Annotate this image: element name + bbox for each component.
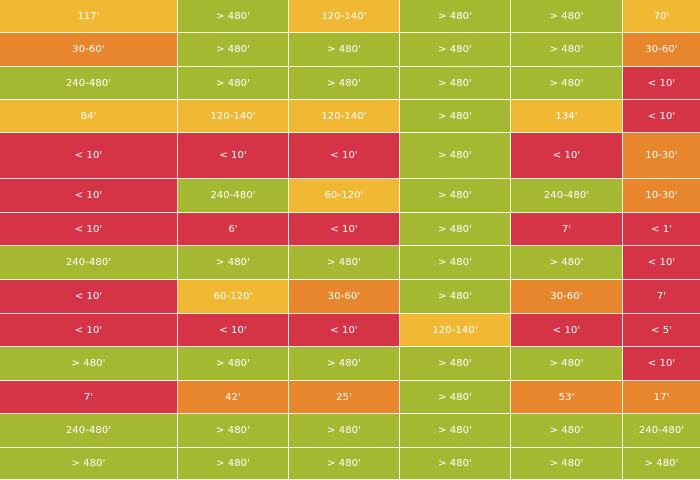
table-cell: 240-480'	[178, 179, 289, 213]
table-cell: 30-60'	[511, 280, 623, 314]
table-cell: 60-120'	[178, 280, 289, 314]
table-cell: 60-120'	[289, 179, 400, 213]
table-cell: < 10'	[511, 314, 623, 347]
table-cell: 240-480'	[0, 246, 178, 280]
table-cell: < 1'	[623, 213, 700, 246]
table-cell: > 480'	[289, 67, 400, 100]
table-cell: > 480'	[511, 448, 623, 480]
table-cell: 134'	[511, 100, 623, 133]
table-cell: > 480'	[511, 0, 623, 33]
table-cell: 42'	[178, 381, 289, 414]
table-cell: < 10'	[623, 100, 700, 133]
table-cell: > 480'	[400, 0, 511, 33]
table-cell: 117'	[0, 0, 178, 33]
table-cell: > 480'	[178, 347, 289, 381]
table-cell: < 10'	[0, 133, 178, 179]
table-row: < 10' < 10' < 10' 120-140' < 10' < 5'	[0, 314, 700, 347]
table-cell: > 480'	[400, 133, 511, 179]
table-cell: < 10'	[289, 133, 400, 179]
table-row: 240-480' > 480' > 480' > 480' > 480' < 10'	[0, 246, 700, 280]
table-cell: 240-480'	[623, 414, 700, 448]
table-cell: 70'	[623, 0, 700, 33]
table-cell: < 10'	[623, 347, 700, 381]
table-cell: 7'	[0, 381, 178, 414]
table-row: 240-480' > 480' > 480' > 480' > 480' 240-480'	[0, 414, 700, 448]
table-cell: < 10'	[289, 314, 400, 347]
table-cell: > 480'	[400, 280, 511, 314]
table-cell: 120-140'	[178, 100, 289, 133]
table-cell: > 480'	[289, 347, 400, 381]
table-cell: > 480'	[289, 246, 400, 280]
table-cell: < 10'	[623, 246, 700, 280]
table-cell: < 5'	[623, 314, 700, 347]
table-cell: < 10'	[511, 133, 623, 179]
table-row: 117' > 480' 120-140' > 480' > 480' 70'	[0, 0, 700, 33]
table-cell: > 480'	[511, 414, 623, 448]
table-cell: 10-30'	[623, 179, 700, 213]
table-cell: 6'	[178, 213, 289, 246]
table-cell: > 480'	[400, 179, 511, 213]
table-cell: < 10'	[0, 314, 178, 347]
table-cell: > 480'	[289, 448, 400, 480]
table-cell: 25'	[289, 381, 400, 414]
table-row: < 10' 60-120' 30-60' > 480' 30-60' 7'	[0, 280, 700, 314]
table-row: 240-480' > 480' > 480' > 480' > 480' < 10'	[0, 67, 700, 100]
table-cell: 120-140'	[289, 0, 400, 33]
table-cell: > 480'	[178, 414, 289, 448]
table-cell: < 10'	[623, 67, 700, 100]
table-cell: 30-60'	[623, 33, 700, 67]
table-row: < 10' < 10' < 10' > 480' < 10' 10-30'	[0, 133, 700, 179]
table-cell: < 10'	[178, 133, 289, 179]
table-cell: 30-60'	[289, 280, 400, 314]
table-row: < 10' 240-480' 60-120' > 480' 240-480' 10-30'	[0, 179, 700, 213]
table-cell: > 480'	[511, 347, 623, 381]
table-cell: > 480'	[0, 448, 178, 480]
table-cell: > 480'	[400, 414, 511, 448]
table-cell: > 480'	[400, 448, 511, 480]
table-cell: > 480'	[511, 246, 623, 280]
table-cell: > 480'	[178, 0, 289, 33]
table-cell: > 480'	[178, 246, 289, 280]
table-cell: 7'	[623, 280, 700, 314]
table-cell: 240-480'	[0, 67, 178, 100]
table-cell: > 480'	[289, 33, 400, 67]
table-cell: > 480'	[178, 448, 289, 480]
table-cell: > 480'	[0, 347, 178, 381]
table-cell: < 10'	[289, 213, 400, 246]
table-cell: 17'	[623, 381, 700, 414]
table-cell: 30-60'	[0, 33, 178, 67]
table-cell: < 10'	[0, 280, 178, 314]
table-cell: > 480'	[400, 246, 511, 280]
table-cell: > 480'	[178, 67, 289, 100]
table-cell: 240-480'	[511, 179, 623, 213]
table-cell: > 480'	[511, 33, 623, 67]
table-cell: > 480'	[400, 213, 511, 246]
table-cell: 84'	[0, 100, 178, 133]
table-cell: 120-140'	[400, 314, 511, 347]
table-cell: 10-30'	[623, 133, 700, 179]
table-cell: < 10'	[0, 213, 178, 246]
table-cell: < 10'	[178, 314, 289, 347]
table-cell: > 480'	[400, 67, 511, 100]
table-cell: > 480'	[289, 414, 400, 448]
table-row: > 480' > 480' > 480' > 480' > 480' < 10'	[0, 347, 700, 381]
table-row: < 10' 6' < 10' > 480' 7' < 1'	[0, 213, 700, 246]
table-row: 7' 42' 25' > 480' 53' 17'	[0, 381, 700, 414]
table-row: > 480' > 480' > 480' > 480' > 480' > 480'	[0, 448, 700, 480]
table-cell: > 480'	[511, 67, 623, 100]
table-cell: 53'	[511, 381, 623, 414]
table-cell: > 480'	[178, 33, 289, 67]
table-cell: > 480'	[400, 381, 511, 414]
table-cell: 7'	[511, 213, 623, 246]
table-cell: > 480'	[400, 100, 511, 133]
table-cell: > 480'	[400, 347, 511, 381]
table-cell: 240-480'	[0, 414, 178, 448]
table-cell: < 10'	[0, 179, 178, 213]
table-row: 30-60' > 480' > 480' > 480' > 480' 30-60'	[0, 33, 700, 67]
table-cell: 120-140'	[289, 100, 400, 133]
table-cell: > 480'	[623, 448, 700, 480]
table-cell: > 480'	[400, 33, 511, 67]
table-row: 84' 120-140' 120-140' > 480' 134' < 10'	[0, 100, 700, 133]
